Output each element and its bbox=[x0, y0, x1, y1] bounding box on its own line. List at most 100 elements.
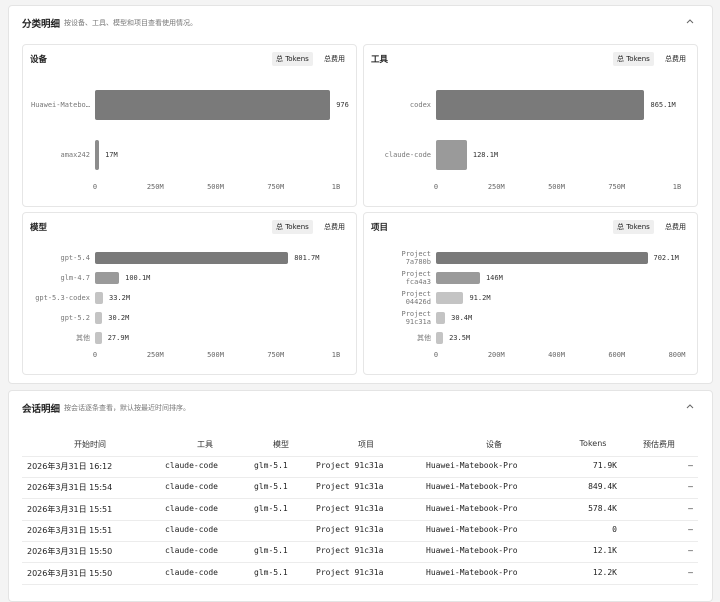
bar bbox=[436, 292, 464, 304]
table-cell: claude-code bbox=[165, 524, 218, 534]
bar bbox=[436, 312, 446, 324]
value-label: 23.5M bbox=[449, 334, 471, 342]
bar bbox=[95, 252, 289, 264]
section-title: 会话明细 bbox=[22, 404, 61, 415]
toggle-button[interactable]: 总费用 bbox=[665, 55, 686, 63]
toggle-button[interactable]: 总费用 bbox=[324, 55, 345, 63]
x-tick-label: 400M bbox=[548, 351, 565, 359]
divider bbox=[22, 456, 698, 457]
column-header: 模型 bbox=[273, 440, 289, 449]
value-label: 30.4M bbox=[451, 314, 473, 322]
category-label: amax242 bbox=[60, 151, 90, 159]
collapse-button[interactable] bbox=[686, 18, 694, 24]
value-label: 801.7M bbox=[294, 254, 320, 262]
value-label: 33.2M bbox=[109, 294, 131, 302]
x-tick-label: 800M bbox=[668, 351, 686, 359]
x-tick-label: 1B bbox=[672, 183, 682, 191]
x-tick-label: 750M bbox=[267, 351, 285, 359]
category-label: glm-4.7 bbox=[60, 274, 90, 282]
table-cell: Project 91c31a bbox=[316, 567, 384, 577]
table-cell: Project 91c31a bbox=[316, 503, 384, 513]
value-label: 27.9M bbox=[107, 334, 129, 342]
section-title: 分类明细 bbox=[22, 19, 61, 30]
x-tick-label: 250M bbox=[146, 351, 164, 359]
table-cell: Project 91c31a bbox=[316, 524, 384, 534]
x-tick-label: 250M bbox=[487, 183, 505, 191]
category-label: 其他 bbox=[417, 334, 431, 342]
toggle-button[interactable]: 总 Tokens bbox=[272, 52, 313, 66]
table-cell: 12.1K bbox=[592, 546, 617, 556]
bar bbox=[95, 292, 103, 304]
x-tick-label: 750M bbox=[608, 183, 626, 191]
table-cell: Huawei-Matebook-Pro bbox=[426, 567, 518, 577]
category-label: Huawei-Matebo… bbox=[30, 101, 90, 109]
table-cell: 0 bbox=[612, 524, 617, 534]
table-cell: 2026年3月31日 16:12 bbox=[27, 462, 113, 471]
x-tick-label: 500M bbox=[548, 183, 565, 191]
toggle-button[interactable]: 总 Tokens bbox=[613, 52, 654, 66]
bar bbox=[95, 140, 100, 170]
collapse-button[interactable] bbox=[686, 403, 694, 409]
table-cell: 2026年3月31日 15:50 bbox=[27, 568, 113, 578]
section-subtitle: 按设备、工具、模型和项目查看使用情况。 bbox=[64, 19, 197, 27]
category-label: claude-code bbox=[384, 151, 431, 159]
divider bbox=[22, 498, 698, 500]
bar bbox=[436, 252, 648, 264]
chart-card: 项目 总 Tokens 总费用 Project 7a780b 702.1M Project… bbox=[363, 212, 698, 375]
x-tick-label: 0 bbox=[92, 183, 98, 191]
table-cell: claude-code bbox=[165, 503, 218, 513]
value-label: 100.1M bbox=[125, 274, 151, 282]
category-label: gpt-5.4 bbox=[60, 254, 90, 262]
table-cell: – bbox=[688, 482, 693, 492]
value-label: 128.1M bbox=[472, 151, 499, 159]
toggle-button[interactable]: 总 Tokens bbox=[613, 220, 654, 234]
column-header: 工具 bbox=[197, 440, 213, 449]
chart-card: 工具 总 Tokens 总费用 codex 865.1M claude-code 128.1… bbox=[363, 44, 698, 207]
chart-title: 项目 bbox=[371, 223, 389, 233]
toggle-button[interactable]: 总费用 bbox=[665, 223, 686, 231]
x-tick-label: 0 bbox=[433, 183, 439, 191]
column-header: 预估费用 bbox=[643, 440, 675, 449]
x-tick-label: 200M bbox=[487, 351, 505, 359]
table-cell: 2026年3月31日 15:51 bbox=[27, 525, 113, 535]
table-cell: – bbox=[688, 503, 693, 513]
x-tick-label: 750M bbox=[267, 183, 285, 191]
column-header: 开始时间 bbox=[74, 440, 106, 449]
table-cell: 2026年3月31日 15:54 bbox=[27, 483, 113, 493]
table-cell: glm-5.1 bbox=[254, 482, 288, 492]
value-label: 702.1M bbox=[653, 254, 679, 262]
category-label: 其他 bbox=[76, 334, 90, 342]
bar bbox=[95, 90, 331, 120]
value-label: 865.1M bbox=[650, 101, 676, 109]
table-cell: – bbox=[688, 546, 693, 556]
table-cell: Huawei-Matebook-Pro bbox=[426, 461, 518, 470]
table-cell: – bbox=[688, 524, 693, 534]
divider bbox=[22, 583, 698, 585]
toggle-button[interactable]: 总费用 bbox=[324, 223, 345, 231]
value-label: 17M bbox=[105, 151, 118, 159]
category-label: Project 7a780b bbox=[401, 250, 431, 266]
bar bbox=[95, 272, 120, 284]
table-cell: 2026年3月31日 15:51 bbox=[27, 504, 113, 514]
table-cell: glm-5.1 bbox=[254, 461, 288, 470]
table-cell: – bbox=[688, 567, 693, 577]
bar bbox=[436, 140, 467, 170]
divider bbox=[22, 519, 698, 521]
table-cell: 71.9K bbox=[592, 461, 617, 470]
table-cell: claude-code bbox=[165, 567, 218, 577]
divider bbox=[22, 540, 698, 542]
value-label: 91.2M bbox=[469, 294, 491, 302]
divider bbox=[22, 562, 698, 564]
table-cell: 12.2K bbox=[592, 567, 617, 577]
table-cell: Huawei-Matebook-Pro bbox=[426, 546, 518, 556]
table-cell: Huawei-Matebook-Pro bbox=[426, 503, 518, 513]
chart-title: 工具 bbox=[371, 55, 389, 65]
toggle-button[interactable]: 总 Tokens bbox=[272, 220, 313, 234]
section-subtitle: 按会话逐条查看，默认按最近时间排序。 bbox=[64, 404, 190, 412]
table-cell: Huawei-Matebook-Pro bbox=[426, 524, 518, 534]
table-cell: Project 91c31a bbox=[316, 461, 384, 470]
table-cell: glm-5.1 bbox=[254, 546, 288, 556]
value-label: 146M bbox=[485, 274, 503, 282]
column-header: 项目 bbox=[358, 440, 374, 449]
